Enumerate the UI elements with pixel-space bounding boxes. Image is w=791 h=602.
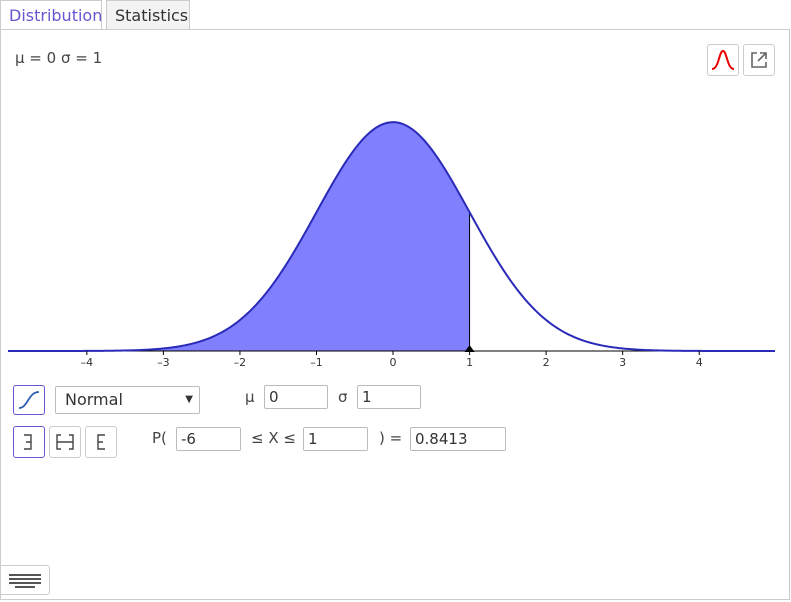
keyboard-button[interactable] xyxy=(0,565,50,595)
left-sided-icon xyxy=(24,434,32,450)
result-field: 0.8413 xyxy=(410,427,506,451)
p-open-label: P( xyxy=(152,429,167,447)
interval-icon xyxy=(56,434,74,450)
keyboard-icon xyxy=(9,574,41,588)
x-tick-label: 2 xyxy=(543,356,550,369)
between-label: ≤ X ≤ xyxy=(251,429,296,447)
mu-input[interactable]: 0 xyxy=(264,385,328,409)
probability-area xyxy=(0,122,470,351)
bell-icon xyxy=(711,49,735,70)
cumulative-button[interactable] xyxy=(13,385,45,415)
x-tick-label: –2 xyxy=(234,356,247,369)
x-tick-label: 1 xyxy=(466,356,473,369)
tab-distribution[interactable]: Distribution xyxy=(0,0,102,30)
x-tick-label: –4 xyxy=(81,356,94,369)
x-tick-label: –1 xyxy=(310,356,323,369)
p-close-label: ) = xyxy=(379,429,403,447)
interval-button[interactable] xyxy=(49,426,81,458)
tab-statistics[interactable]: Statistics xyxy=(106,0,190,29)
parameter-info: μ = 0 σ = 1 xyxy=(15,49,103,67)
upper-bound-marker xyxy=(464,345,475,352)
lower-input[interactable]: -6 xyxy=(176,427,241,451)
x-tick-label: 0 xyxy=(390,356,397,369)
mu-label: μ xyxy=(245,388,255,406)
right-sided-icon xyxy=(97,434,105,450)
right-sided-button[interactable] xyxy=(85,426,117,458)
sigma-input[interactable]: 1 xyxy=(357,385,421,409)
dropdown-value: Normal xyxy=(65,390,123,409)
upper-input[interactable]: 1 xyxy=(303,427,368,451)
content-panel xyxy=(0,29,790,600)
export-button[interactable] xyxy=(743,44,775,76)
density-plot: –4 –3 –2 –1 0 1 2 3 4 xyxy=(0,121,775,369)
sigma-label: σ xyxy=(338,388,348,406)
distribution-dropdown[interactable]: Normal ▼ xyxy=(55,386,200,414)
x-tick-label: 3 xyxy=(619,356,626,369)
density-curve xyxy=(8,121,775,352)
overlay-normal-button[interactable] xyxy=(707,44,739,76)
export-icon xyxy=(751,52,767,68)
x-tick-label: –3 xyxy=(157,356,170,369)
cumulative-icon xyxy=(18,391,40,409)
x-tick-label: 4 xyxy=(696,356,703,369)
left-sided-button[interactable] xyxy=(13,426,45,458)
